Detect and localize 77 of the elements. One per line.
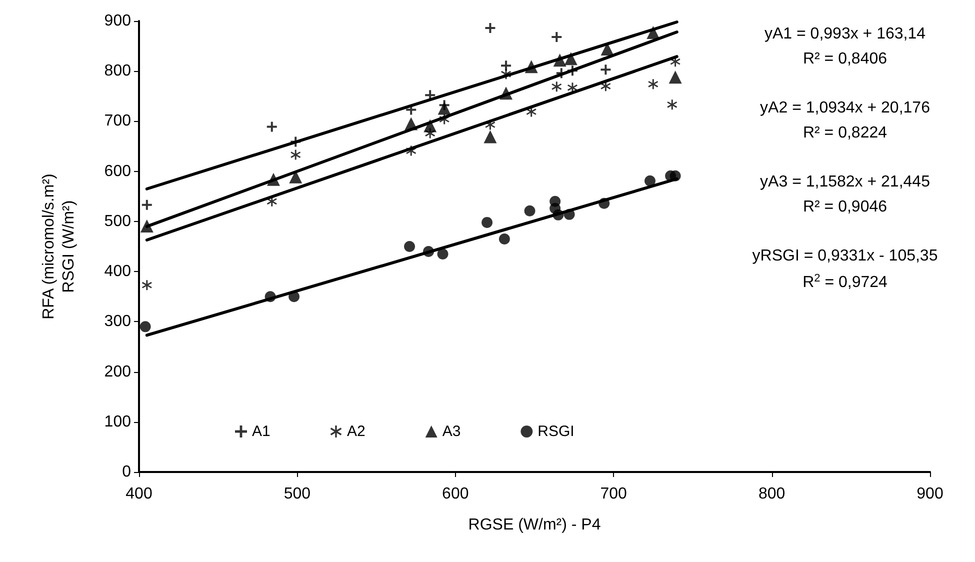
point (404, 117, 418, 130)
point (567, 66, 578, 76)
point (482, 216, 493, 228)
point (524, 60, 538, 74)
point (552, 209, 564, 220)
y-tick-label: 600 (104, 162, 132, 180)
point (648, 79, 658, 90)
x-tick-label: 400 (126, 486, 152, 502)
point (524, 205, 536, 216)
point (264, 291, 276, 302)
point (598, 198, 610, 209)
annotation: R² = 0,8406 (802, 50, 888, 68)
annotation: yA3 = 1,1582x + 21,445 (760, 174, 930, 190)
x-tick-label: 500 (284, 486, 311, 502)
point (526, 106, 536, 117)
y-tick-label: 700 (104, 112, 132, 130)
point (667, 100, 678, 110)
annotation: R² = 0,8224 (802, 124, 888, 142)
annotation: R² = 0,9046 (802, 198, 888, 216)
point (142, 280, 152, 290)
point (142, 200, 152, 210)
y-tick-label: 900 (104, 12, 132, 30)
y-tick-label: 300 (104, 313, 132, 330)
point (501, 60, 512, 71)
legend-label: A1 (252, 423, 270, 440)
x-tick-label: 600 (442, 486, 469, 502)
point (564, 208, 575, 220)
point (670, 170, 681, 182)
point (438, 102, 451, 115)
point (288, 291, 300, 302)
x-axis-title: RGSE (W/m²) - P4 (468, 516, 601, 534)
point (600, 64, 611, 75)
point (498, 233, 510, 244)
point (484, 130, 497, 144)
legend-label: A3 (442, 423, 461, 440)
point (668, 70, 682, 84)
y-tick-label: 0 (122, 464, 132, 480)
point (424, 119, 437, 132)
point (266, 172, 280, 186)
point (140, 321, 151, 332)
point (552, 82, 562, 92)
y-tick-label: 200 (104, 363, 132, 380)
point (290, 136, 301, 147)
point (404, 241, 416, 252)
point (439, 114, 450, 124)
point (140, 219, 154, 232)
y-tick-label: 100 (104, 413, 132, 430)
point (670, 56, 680, 67)
x-tick-label: 700 (600, 486, 628, 502)
point (501, 69, 512, 80)
point (485, 23, 496, 34)
annotation: yA2 = 1,0934x + 20,176 (760, 100, 930, 116)
point (406, 146, 416, 156)
annotation: yA1 = 0,993x + 163,14 (764, 26, 926, 42)
point (553, 54, 566, 67)
legend-label: A2 (346, 423, 366, 440)
point (485, 120, 496, 130)
point (564, 52, 578, 66)
point (567, 82, 578, 93)
annotation: yRSGI = 0,9331x - 105,35 (752, 248, 938, 264)
point (552, 32, 562, 42)
point (644, 175, 656, 186)
point (500, 86, 513, 100)
legend-label: RSGI (538, 423, 574, 440)
point (290, 150, 301, 160)
point (646, 26, 660, 40)
x-tick-label: 800 (758, 486, 786, 502)
point (437, 248, 448, 260)
point (600, 81, 611, 92)
y-tick-label: 400 (104, 263, 132, 280)
point (423, 246, 434, 258)
point (556, 68, 566, 78)
y-tick-label: 800 (104, 62, 132, 80)
y-tick-label: 500 (104, 212, 132, 230)
point (266, 122, 277, 132)
y-axis-title: RFA (micromol/s.m²) RSGI (W/m²) (40, 174, 78, 320)
x-tick-label: 900 (916, 486, 944, 502)
